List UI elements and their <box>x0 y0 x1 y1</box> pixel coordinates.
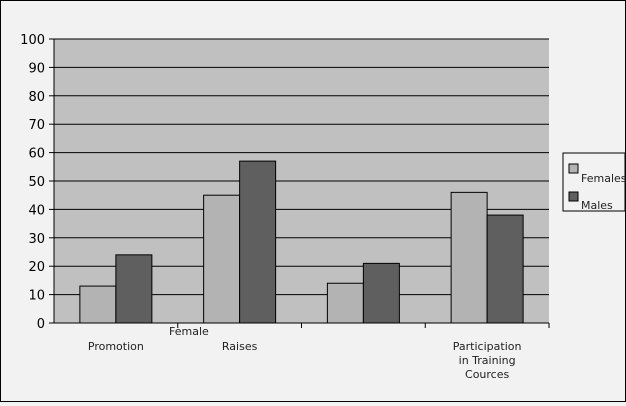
y-tick-labels: 0 10 20 30 40 50 60 70 80 90 100 <box>20 33 45 332</box>
x-category-label: Promotion <box>88 340 144 353</box>
legend-swatch-females <box>568 163 579 174</box>
y-tick-label: 100 <box>20 33 45 48</box>
annotation-female: Female <box>169 325 209 338</box>
y-tick-label: 60 <box>28 147 45 162</box>
legend: Females Males <box>562 152 626 212</box>
bar-males <box>486 214 524 324</box>
y-tick-label: 80 <box>28 90 45 105</box>
bar-females <box>326 282 364 324</box>
gridlines <box>54 38 549 296</box>
y-tick-label: 70 <box>28 118 45 133</box>
bar-females <box>203 194 241 324</box>
y-tick-label: 20 <box>28 260 45 275</box>
bar-females <box>79 285 117 324</box>
y-tick-label: 30 <box>28 232 45 247</box>
y-tick-label: 10 <box>28 289 45 304</box>
y-tick-label: 90 <box>28 61 45 76</box>
bar-males <box>115 254 153 324</box>
bar-males <box>239 160 277 324</box>
y-tick-label: 40 <box>28 203 45 218</box>
legend-swatch-males <box>568 191 579 202</box>
x-category-labels: Promotion Raises Participation in Training C… <box>88 340 522 381</box>
bars <box>79 160 524 324</box>
legend-label-males: Males <box>581 199 613 212</box>
axes <box>49 38 550 328</box>
legend-label-females: Females <box>581 172 625 185</box>
x-category-label: Raises <box>222 340 258 353</box>
bar-males <box>362 262 400 324</box>
y-tick-label: 50 <box>28 175 45 190</box>
x-category-label: Participation in Training Cources <box>453 340 522 381</box>
y-tick-label: 0 <box>37 317 45 332</box>
bar-females <box>450 191 488 324</box>
